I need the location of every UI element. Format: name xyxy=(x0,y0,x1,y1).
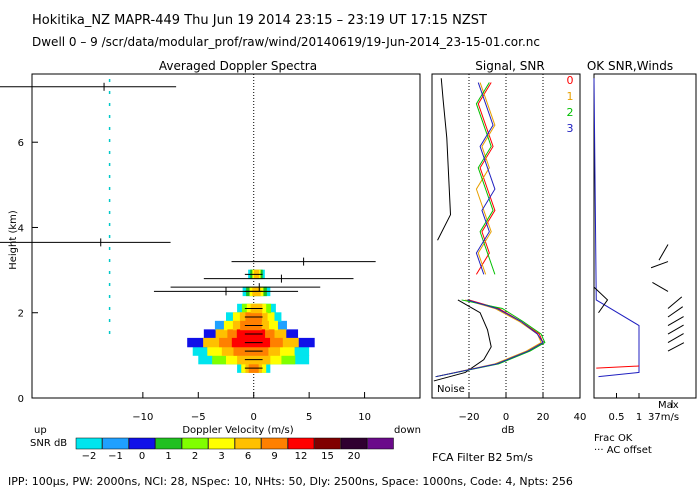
snr-series-3 xyxy=(435,299,544,378)
spectra-ytick-label: 2 xyxy=(18,309,24,320)
header-file-path: Dwell 0 – 9 /scr/data/modular_prof/raw/w… xyxy=(32,35,540,49)
snr-upper-trace-0 xyxy=(475,82,496,275)
spectra-axes: −10 −5 0 5 10 0 2 4 6 xyxy=(18,138,371,423)
spectra-xtick-label: 0 xyxy=(251,412,257,423)
snr-xtick-label: 0 xyxy=(503,412,509,423)
colorbar-label: 15 xyxy=(321,451,334,462)
colorbar-label: 3 xyxy=(218,451,224,462)
wind-arrow xyxy=(667,342,685,352)
snr-db-label: SNR dB xyxy=(30,438,67,449)
winds-panel: OK SNR,Winds 0.5 1 Frac OK ··· AC offset … xyxy=(587,59,697,456)
colorbar-swatch xyxy=(208,437,235,450)
noise-upper-line xyxy=(437,78,452,241)
snr-legend-1: 1 xyxy=(567,90,574,103)
snr-xlabel: dB xyxy=(501,425,514,436)
wind-arrow xyxy=(650,261,669,269)
colorbar-swatch xyxy=(155,437,182,450)
spectra-frame xyxy=(31,73,421,399)
filter-info: FCA Filter B2 5m/s xyxy=(432,451,533,464)
header-title: Hokitika_NZ MAPR-449 Thu Jun 19 2014 23:… xyxy=(32,13,487,28)
colorbar-label: 12 xyxy=(295,451,308,462)
snr-plot-area: −20 0 20 40 xyxy=(433,74,587,423)
colorbar-swatch xyxy=(314,437,341,450)
spectra-ytick-label: 0 xyxy=(18,394,24,405)
wind-arrow xyxy=(667,333,684,344)
snr-xtick-label: 20 xyxy=(537,412,550,423)
spectra-xtick-label: −5 xyxy=(191,412,206,423)
colorbar-swatch xyxy=(181,437,209,450)
spectra-panel: Averaged Doppler Spectra −10 −5 0 5 10 0 2 4 6 D… xyxy=(0,59,421,436)
snr-series-2 xyxy=(435,299,546,378)
max-value: 37m/s xyxy=(648,412,679,423)
colorbar-label: 0 xyxy=(139,451,145,462)
snr-series-1 xyxy=(435,299,542,378)
spectra-ytick-label: 4 xyxy=(18,223,24,234)
colorbar-label: 20 xyxy=(348,451,361,462)
acquisition-params: IPP: 100µs, PW: 2000ns, NCI: 28, NSpec: … xyxy=(8,475,573,488)
snr-upper-trace-3 xyxy=(475,82,496,275)
colorbar-label: 1 xyxy=(165,451,171,462)
spectra-xtick-label: 5 xyxy=(306,412,312,423)
colorbar-swatch xyxy=(287,437,315,450)
snr-legend-0: 0 xyxy=(567,74,574,87)
spectra-title: Averaged Doppler Spectra xyxy=(159,59,317,73)
wind-arrow xyxy=(658,244,669,261)
wind-arrow xyxy=(667,306,684,318)
winds-title: OK SNR,Winds xyxy=(587,59,673,73)
up-label: up xyxy=(34,425,47,436)
frac-ok-label: Frac OK xyxy=(594,433,633,444)
colorbar-label: 9 xyxy=(271,451,277,462)
snr-upper-trace-2 xyxy=(475,82,496,275)
frac-ok-line xyxy=(593,78,640,378)
snr-panel: Signal, SNR −20 0 20 40 0 1 2 3 dB Noise xyxy=(431,59,587,436)
colorbar-label: −1 xyxy=(108,451,123,462)
spectra-xtick-label: 10 xyxy=(358,412,371,423)
winds-xtick-label: 0.5 xyxy=(609,412,625,423)
ac-offset-line xyxy=(593,286,609,314)
max-label: Max xyxy=(658,400,679,411)
snr-legend: 0 1 2 3 xyxy=(567,74,574,135)
snr-colorbar: up down SNR dB −2 −1 0 1 2 3 6 9 12 15 20 xyxy=(30,425,421,462)
wind-arrow xyxy=(667,296,683,309)
snr-upper-trace-1 xyxy=(475,82,496,275)
spectra-ytick-label: 6 xyxy=(18,138,24,149)
colorbar-swatch xyxy=(102,437,129,450)
wind-arrow xyxy=(667,316,684,326)
colorbar-label: −2 xyxy=(82,451,97,462)
snr-legend-3: 3 xyxy=(567,122,574,135)
ac-offset-label: ··· AC offset xyxy=(594,445,652,456)
colorbar-swatch xyxy=(367,437,394,450)
spectra-plot-area xyxy=(0,74,376,398)
snr-xtick-label: −20 xyxy=(458,412,479,423)
colorbar-label: 2 xyxy=(192,451,198,462)
colorbar-label: 6 xyxy=(245,451,251,462)
snr-xtick-label: 40 xyxy=(574,412,587,423)
snr-title: Signal, SNR xyxy=(475,59,544,73)
spectra-ylabel: Height (km) xyxy=(8,210,19,270)
spectra-xlabel: Doppler Velocity (m/s) xyxy=(182,425,293,436)
colorbar-swatch xyxy=(75,437,103,450)
winds-frame xyxy=(593,73,697,399)
wind-arrow xyxy=(652,281,669,292)
noise-label: Noise xyxy=(437,384,465,395)
frac-ok-line-red xyxy=(596,365,640,369)
colorbar-swatch xyxy=(261,437,288,450)
down-label: down xyxy=(394,425,421,436)
winds-plot-area: 0.5 1 xyxy=(593,78,685,423)
snr-legend-2: 2 xyxy=(567,106,574,119)
winds-xtick-label: 1 xyxy=(636,412,642,423)
colorbar-swatch xyxy=(128,437,156,450)
colorbar-swatch xyxy=(234,437,262,450)
colorbar-swatch xyxy=(340,437,368,450)
noise-profile-line xyxy=(433,299,492,382)
spectra-xtick-label: −10 xyxy=(132,412,153,423)
wind-arrow xyxy=(667,324,684,335)
